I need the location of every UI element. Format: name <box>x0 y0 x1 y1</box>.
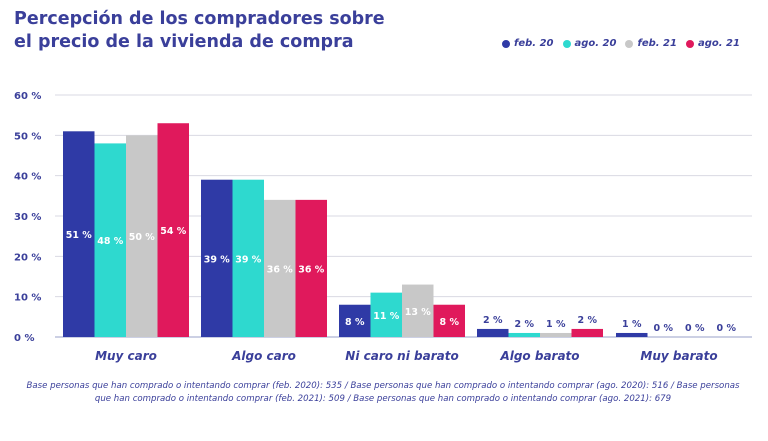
data-label-1-0: 39 % <box>204 254 231 265</box>
bar-3-0 <box>477 328 509 337</box>
data-label-4-3: 0 % <box>717 323 737 334</box>
legend-item-feb-21: feb. 21 <box>625 38 677 49</box>
y-tick-label-4: 40 % <box>14 172 41 183</box>
y-tick-label-6: 60 % <box>14 91 41 102</box>
legend-label-feb-21: feb. 21 <box>637 38 677 49</box>
legend-swatch-ago-21 <box>685 39 694 48</box>
bar-3-1 <box>508 332 540 337</box>
footnote: Base personas que han comprado o intenta… <box>26 381 740 404</box>
legend-item-ago-21: ago. 21 <box>685 38 740 49</box>
data-label-2-1: 11 % <box>373 311 400 322</box>
chart-title-line-1: Percepción de los compradores sobre <box>14 9 385 29</box>
x-category-label-2: Ni caro ni barato <box>345 349 458 363</box>
data-label-1-3: 36 % <box>298 264 325 275</box>
legend-swatch-ago-20 <box>562 39 571 48</box>
data-label-2-2: 13 % <box>405 307 432 318</box>
legend-label-ago-20: ago. 20 <box>574 38 617 49</box>
data-label-4-1: 0 % <box>654 323 674 334</box>
chart-title-line-2: el precio de la vivienda de compra <box>14 32 354 52</box>
bar-2-1 <box>370 292 402 337</box>
bar-1-2 <box>264 199 296 337</box>
y-tick-label-5: 50 % <box>14 131 41 142</box>
y-tick-label-1: 10 % <box>14 293 41 304</box>
bar-0-1 <box>94 143 126 337</box>
bar-3-2 <box>540 332 572 337</box>
data-label-3-3: 2 % <box>578 315 598 326</box>
data-label-3-0: 2 % <box>483 315 503 326</box>
legend: feb. 20 ago. 20 feb. 21 ago. 21 <box>502 38 740 49</box>
data-label-1-1: 39 % <box>235 254 262 265</box>
legend-item-ago-20: ago. 20 <box>562 38 617 49</box>
bar-0-3 <box>157 123 189 337</box>
bar-4-0 <box>616 332 648 337</box>
y-tick-label-2: 20 % <box>14 252 41 263</box>
bar-2-0 <box>339 304 371 337</box>
bar-1-0 <box>201 179 233 337</box>
x-category-label-4: Muy barato <box>640 349 717 363</box>
data-label-4-2: 0 % <box>685 323 705 334</box>
legend-label-ago-21: ago. 21 <box>697 38 740 49</box>
data-label-3-2: 1 % <box>546 319 566 330</box>
bar-1-3 <box>295 199 327 337</box>
data-label-0-2: 50 % <box>129 232 156 243</box>
bar-2-3 <box>433 304 465 337</box>
data-label-0-1: 48 % <box>97 236 124 247</box>
x-category-label-3: Algo barato <box>499 349 579 363</box>
x-category-label-1: Algo caro <box>231 349 296 363</box>
x-category-label-0: Muy caro <box>95 349 157 363</box>
bar-0-2 <box>126 135 158 337</box>
chart-title: Percepción de los compradores sobre el p… <box>14 8 385 54</box>
legend-label-feb-20: feb. 20 <box>514 38 554 49</box>
legend-swatch-feb-21 <box>625 39 634 48</box>
data-label-1-2: 36 % <box>267 264 294 275</box>
data-label-2-0: 8 % <box>345 317 365 328</box>
bar-2-2 <box>402 284 434 337</box>
data-label-3-1: 2 % <box>515 319 535 330</box>
data-label-0-3: 54 % <box>160 226 187 237</box>
bar-3-3 <box>571 328 603 337</box>
y-tick-label-3: 30 % <box>14 212 41 223</box>
data-label-2-3: 8 % <box>440 317 460 328</box>
legend-item-feb-20: feb. 20 <box>502 38 554 49</box>
y-tick-label-0: 0 % <box>14 333 34 344</box>
data-label-0-0: 51 % <box>66 230 93 241</box>
data-label-4-0: 1 % <box>622 319 642 330</box>
legend-swatch-feb-20 <box>502 39 510 48</box>
bar-1-1 <box>232 179 264 337</box>
bar-0-0 <box>63 131 95 337</box>
